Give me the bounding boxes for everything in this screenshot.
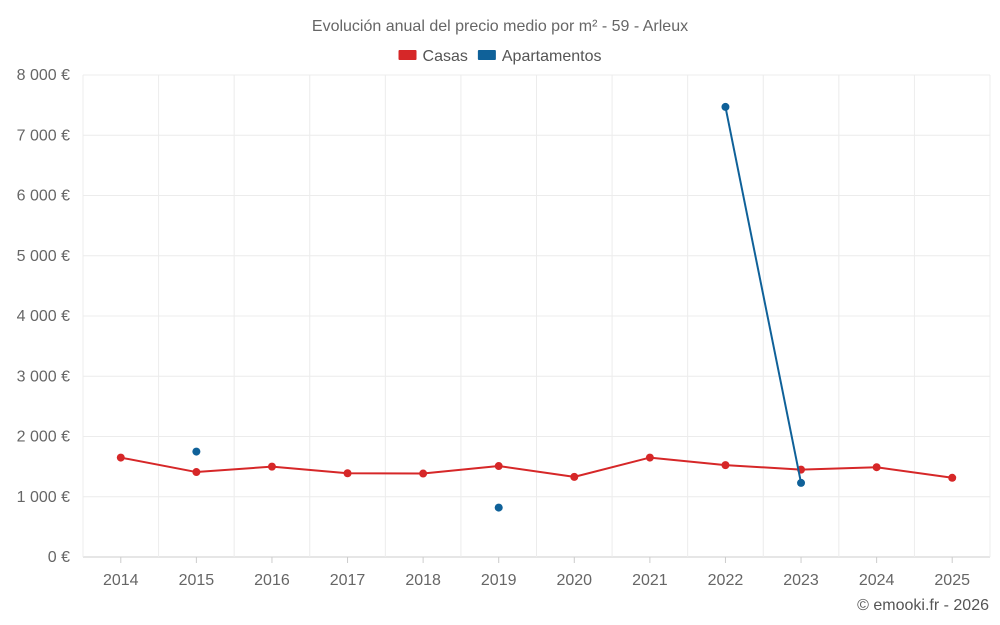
- x-tick-label: 2018: [405, 572, 441, 589]
- x-tick-label: 2019: [481, 572, 517, 589]
- data-point-casas-2016: [267, 462, 276, 471]
- legend-label: Apartamentos: [502, 48, 602, 65]
- x-tick-label: 2025: [934, 572, 970, 589]
- x-tick-label: 2021: [632, 572, 668, 589]
- data-point-casas-2018: [419, 469, 428, 478]
- y-axis: 0 € 1 000 € 2 000 € 3 000 € 4 000 € 5 000 € 6 …: [17, 67, 70, 566]
- data-point-apartamentos-2023: [797, 478, 806, 487]
- x-axis: 2014 2015 2016 2017 2018 2019 2020 2021 2022 2023…: [103, 557, 970, 589]
- y-tick-label: 6 000 €: [17, 188, 70, 205]
- grid-lines: [82, 74, 991, 558]
- y-tick-label: 7 000 €: [17, 127, 70, 144]
- series-line-apartamentos: [724, 106, 803, 484]
- x-tick-label: 2017: [330, 572, 366, 589]
- x-tick-label: 2016: [254, 572, 290, 589]
- data-point-casas-2025: [948, 473, 957, 482]
- chart-title: Evolución anual del precio medio por m² …: [312, 18, 688, 35]
- legend-label: Casas: [423, 48, 468, 65]
- data-point-casas-2017: [343, 469, 352, 478]
- x-tick-label: 2015: [179, 572, 215, 589]
- data-point-casas-2021: [645, 453, 654, 462]
- data-point-casas-2015: [192, 468, 201, 477]
- x-tick-label: 2023: [783, 572, 819, 589]
- x-tick-label: 2020: [556, 572, 592, 589]
- legend-item-casas: Casas: [398, 48, 468, 65]
- data-point-casas-2024: [872, 463, 881, 472]
- data-point-apartamentos-2022: [721, 102, 730, 111]
- x-tick-label: 2014: [103, 572, 139, 589]
- data-point-apartamentos-2015: [192, 447, 201, 456]
- legend-swatch: [477, 50, 496, 60]
- y-tick-label: 2 000 €: [17, 429, 70, 446]
- data-point-apartamentos-2019: [494, 503, 503, 512]
- data-point-casas-2014: [116, 453, 125, 462]
- x-tick-label: 2022: [708, 572, 744, 589]
- series-line-casas: [120, 456, 953, 479]
- y-tick-label: 0 €: [48, 549, 70, 566]
- credit-text: © emooki.fr - 2026: [857, 597, 989, 614]
- legend-item-apartamentos: Apartamentos: [477, 48, 602, 65]
- x-tick-label: 2024: [859, 572, 895, 589]
- plot-area: [116, 102, 957, 512]
- y-tick-label: 8 000 €: [17, 67, 70, 84]
- y-tick-label: 1 000 €: [17, 489, 70, 506]
- data-point-casas-2022: [721, 461, 730, 470]
- legend-swatch: [398, 50, 417, 60]
- data-point-casas-2019: [494, 462, 503, 471]
- y-tick-label: 3 000 €: [17, 368, 70, 385]
- data-point-casas-2020: [570, 472, 579, 481]
- y-tick-label: 4 000 €: [17, 308, 70, 325]
- legend: Casas Apartamentos: [398, 48, 602, 65]
- y-tick-label: 5 000 €: [17, 248, 70, 265]
